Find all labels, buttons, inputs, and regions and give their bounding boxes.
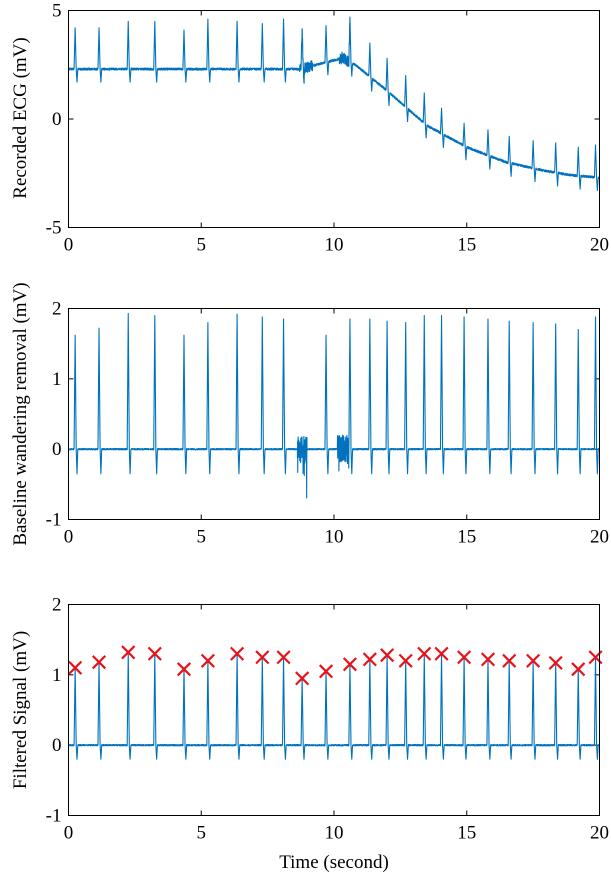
detected-peak-marker <box>434 646 449 661</box>
filtered-signal-ylabel: Filtered Signal (mV) <box>10 631 31 789</box>
baseline-removal-axes-box <box>68 308 600 520</box>
filtered-signal-axes-box <box>68 604 600 816</box>
recorded-ecg-ytick-label: -5 <box>46 218 62 239</box>
filtered-signal-ytick-label: -1 <box>46 806 62 827</box>
detected-peak-marker <box>342 657 357 672</box>
recorded-ecg-xtick-label: 0 <box>64 235 74 256</box>
baseline-removal-ytick-label: -1 <box>46 510 62 531</box>
detected-peak-marker <box>176 662 192 677</box>
recorded-ecg-xtick-label: 15 <box>457 235 476 256</box>
filtered-signal-signal-line <box>67 651 601 760</box>
detected-peak-marker <box>457 650 472 665</box>
detected-peak-marker <box>255 650 270 665</box>
recorded-ecg-xtick-label: 20 <box>590 235 609 256</box>
filtered-signal-trace-layer <box>67 651 601 760</box>
detected-peak-marker <box>200 653 215 668</box>
filtered-signal-ytick-label: 2 <box>52 595 62 616</box>
detected-peak-marker <box>91 655 107 670</box>
detected-peak-marker <box>230 646 245 661</box>
filtered-signal-xtick-label: 5 <box>197 823 207 844</box>
detected-peak-marker <box>318 664 334 679</box>
recorded-ecg-axes-box <box>68 10 600 228</box>
recorded-ecg-ytick-label: 5 <box>52 1 62 22</box>
recorded-ecg-panel: Recorded ECG (mV) 0 5 10 15 20-505 <box>10 1 609 256</box>
detected-peak-marker <box>276 650 291 665</box>
baseline-removal-signal-line <box>68 312 601 499</box>
baseline-removal-xtick-label: 5 <box>197 527 207 548</box>
detected-peak-marker <box>571 662 586 677</box>
baseline-removal-trace-layer <box>68 312 601 499</box>
detected-peak-marker <box>121 645 136 660</box>
detected-peak-marker <box>526 653 541 668</box>
filtered-signal-xtick-label: 0 <box>64 823 74 844</box>
detected-peak-marker <box>295 671 310 686</box>
recorded-ecg-xtick-label: 10 <box>325 235 344 256</box>
detected-peak-marker <box>417 646 432 661</box>
detected-peak-marker <box>398 653 413 668</box>
filtered-signal-ytick-label: 1 <box>52 665 62 686</box>
recorded-ecg-signal-line <box>67 16 601 191</box>
detected-peak-markers <box>68 645 603 686</box>
filtered-signal-xtick-label: 10 <box>325 823 344 844</box>
recorded-ecg-trace-layer <box>67 16 601 191</box>
detected-peak-marker <box>380 648 395 663</box>
recorded-ecg-xtick-label: 5 <box>197 235 207 256</box>
baseline-removal-xtick-label: 10 <box>325 527 344 548</box>
filtered-signal-ytick-label: 0 <box>52 735 62 756</box>
detected-peak-marker <box>548 655 563 670</box>
detected-peak-marker <box>68 660 83 675</box>
baseline-removal-ytick-label: 0 <box>52 439 62 460</box>
baseline-removal-panel: Baseline wandering removal (mV) 0 5 10 15 20… <box>10 282 609 547</box>
time-xlabel: Time (second) <box>279 852 389 873</box>
baseline-removal-xtick-label: 0 <box>64 527 74 548</box>
filtered-signal-xtick-label: 15 <box>457 823 476 844</box>
detected-peak-marker <box>362 652 377 667</box>
filtered-signal-xtick-label: 20 <box>590 823 609 844</box>
baseline-removal-ytick-label: 1 <box>52 369 62 390</box>
detected-peak-marker <box>480 652 496 667</box>
baseline-removal-ylabel: Baseline wandering removal (mV) <box>10 282 31 545</box>
baseline-removal-xtick-label: 20 <box>590 527 609 548</box>
detected-peak-marker <box>147 646 162 661</box>
detected-peak-marker <box>502 653 517 668</box>
recorded-ecg-ticks: 0 5 10 15 20-505 <box>46 1 609 256</box>
baseline-removal-xtick-label: 15 <box>457 527 476 548</box>
recorded-ecg-ytick-label: 0 <box>52 109 62 130</box>
recorded-ecg-ylabel: Recorded ECG (mV) <box>10 37 31 198</box>
baseline-removal-ytick-label: 2 <box>52 299 62 320</box>
